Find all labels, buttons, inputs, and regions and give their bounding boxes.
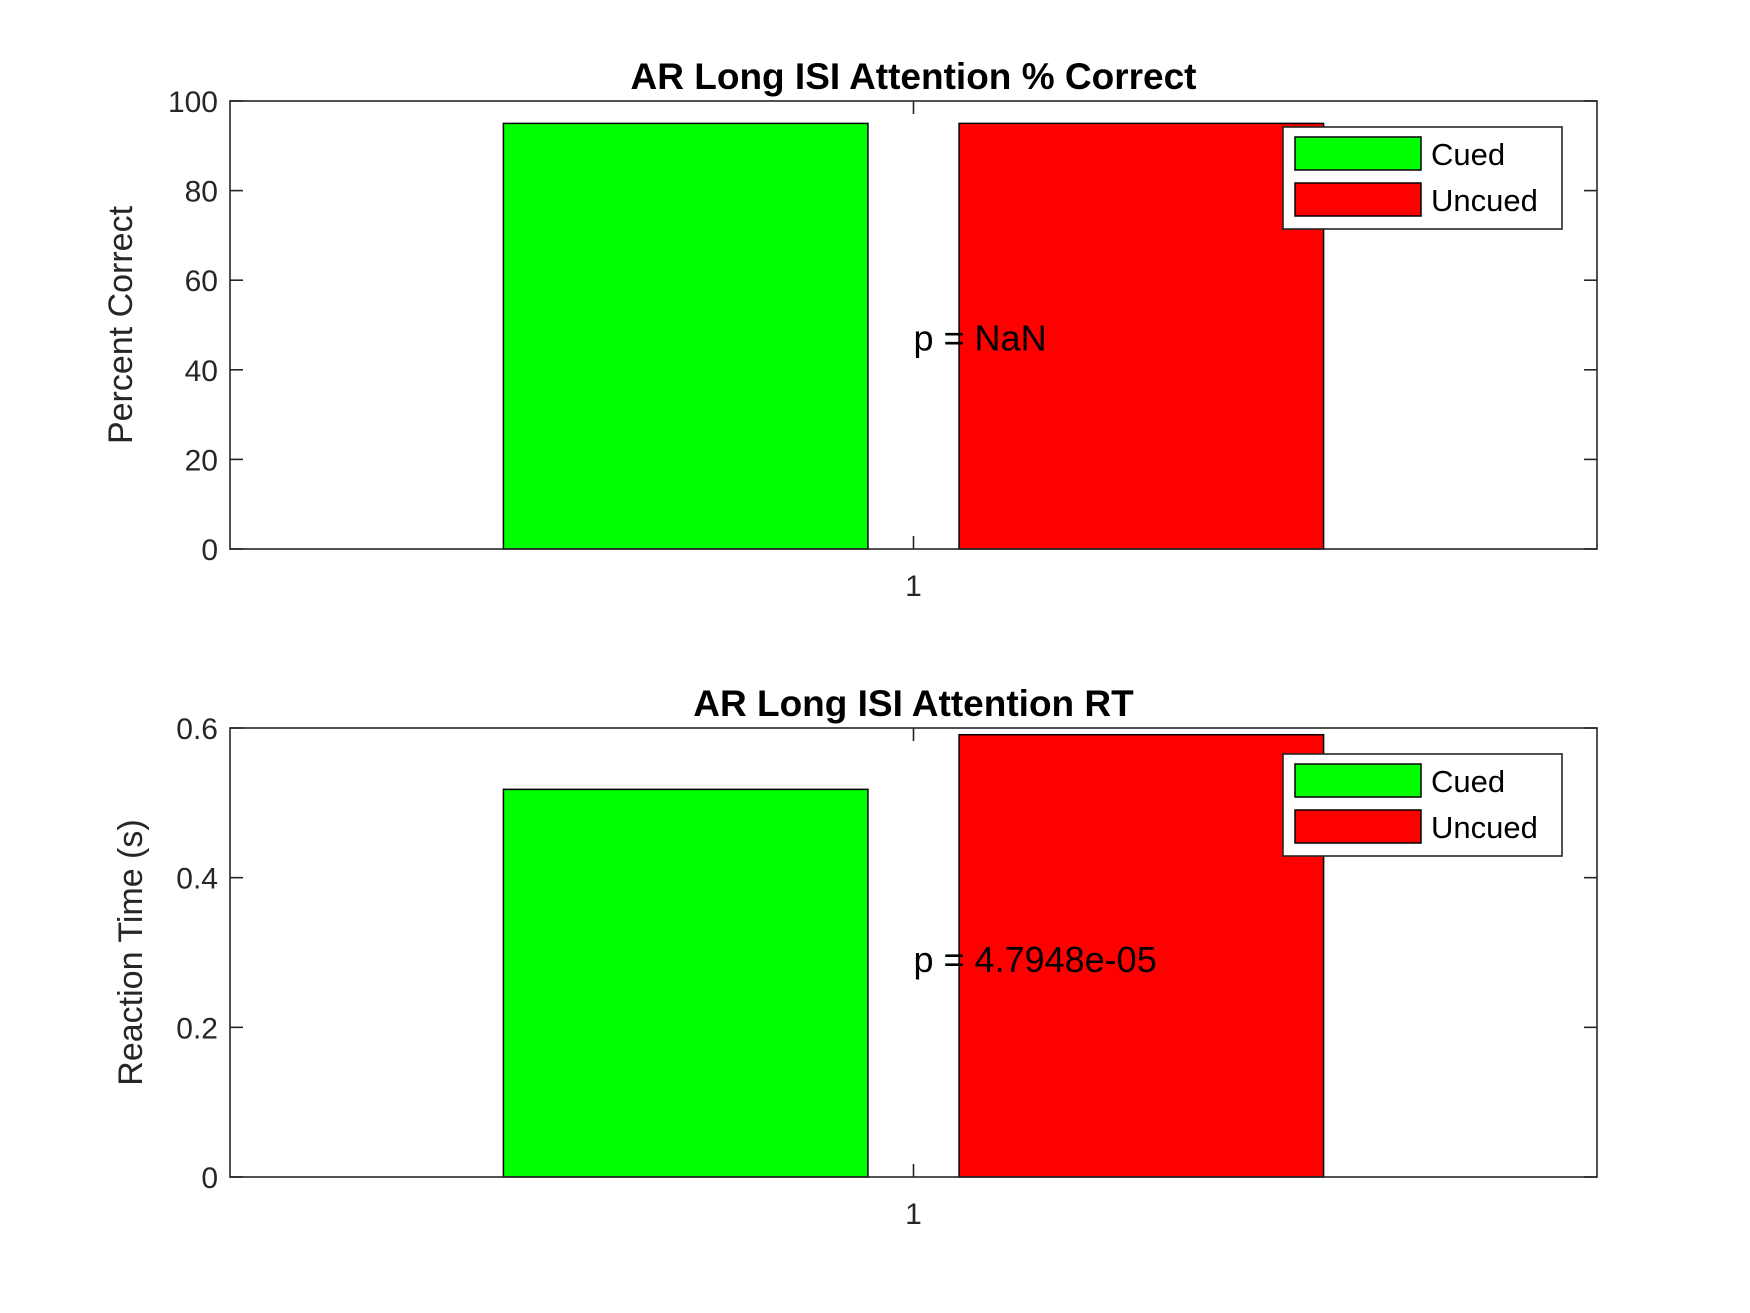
- x-tick-label: 1: [905, 570, 922, 603]
- y-tick-label: 0.6: [176, 713, 218, 746]
- y-tick-label: 100: [168, 86, 218, 119]
- legend-label-uncued: Uncued: [1431, 183, 1538, 218]
- bar-uncued-1: [958, 122, 1325, 550]
- y-tick-label: 0.4: [176, 863, 218, 896]
- x-tick-label: 1: [905, 1198, 922, 1231]
- y-tick-label: 20: [185, 444, 218, 477]
- bar-cued-1: [502, 788, 869, 1178]
- legend-swatch-uncued: [1294, 809, 1422, 844]
- chart-panel-2: 0 0.2 0.4 0.6 1 AR Long ISI Attention RT React…: [112, 683, 1598, 1231]
- y-tick-label: 0: [201, 534, 218, 567]
- chart-panel-1: 0 20 40 60 80 100 1 AR Long ISI Attention % Cor…: [102, 56, 1598, 603]
- y-axis-label: Reaction Time (s): [112, 819, 150, 1085]
- y-tick-label: 0.2: [176, 1012, 218, 1045]
- legend-swatch-cued: [1294, 763, 1422, 798]
- chart-title: AR Long ISI Attention % Correct: [631, 56, 1197, 97]
- legend-label-cued: Cued: [1431, 137, 1505, 172]
- y-tick-label: 0: [201, 1162, 218, 1195]
- legend-label-cued: Cued: [1431, 764, 1505, 799]
- legend-swatch-uncued: [1294, 182, 1422, 217]
- p-value-annotation: p = NaN: [914, 317, 1047, 358]
- chart-title: AR Long ISI Attention RT: [693, 683, 1134, 724]
- y-tick-label: 40: [185, 355, 218, 388]
- bar-uncued-1: [958, 733, 1325, 1178]
- legend: Cued Uncued: [1282, 753, 1563, 857]
- y-tick-label: 80: [185, 176, 218, 209]
- bar-cued-1: [502, 122, 869, 550]
- p-value-annotation: p = 4.7948e-05: [914, 939, 1157, 980]
- legend-swatch-cued: [1294, 136, 1422, 171]
- y-tick-label: 60: [185, 265, 218, 298]
- y-axis-label: Percent Correct: [102, 205, 140, 444]
- legend-label-uncued: Uncued: [1431, 810, 1538, 845]
- legend: Cued Uncued: [1282, 126, 1563, 230]
